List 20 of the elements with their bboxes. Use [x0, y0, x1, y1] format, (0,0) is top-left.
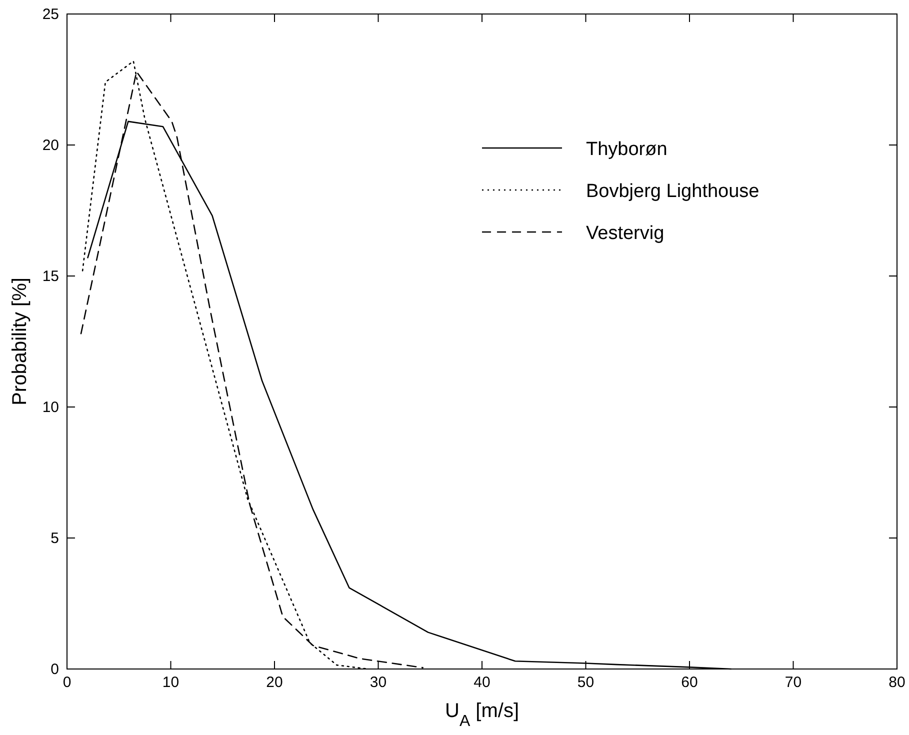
x-tick-label: 10: [162, 674, 180, 691]
x-tick-label: 0: [62, 674, 72, 691]
x-tick-label: 40: [474, 674, 490, 691]
x-axis-title: U$_{A}$ [m/s]: [444, 700, 520, 730]
y-tick-label: 10: [42, 399, 59, 416]
y-tick-label: 15: [42, 268, 59, 285]
y-tick-label: 5: [50, 530, 59, 547]
legend-label: Thyborøn: [586, 139, 668, 160]
y-tick-label: 25: [42, 6, 59, 23]
x-tick-label: 20: [266, 674, 283, 691]
y-tick-label: 20: [42, 137, 59, 154]
x-tick-label: 60: [681, 674, 698, 691]
y-tick-label: 0: [50, 661, 59, 678]
x-tick-label: 70: [784, 674, 802, 691]
legend-label: Vestervig: [586, 223, 664, 244]
x-tick-label: 80: [888, 674, 906, 691]
x-tick-label: 30: [370, 674, 387, 691]
y-axis-title: Probability [%]: [9, 278, 31, 406]
legend-label: Bovbjerg Lighthouse: [586, 181, 760, 202]
x-tick-label: 50: [577, 674, 594, 691]
